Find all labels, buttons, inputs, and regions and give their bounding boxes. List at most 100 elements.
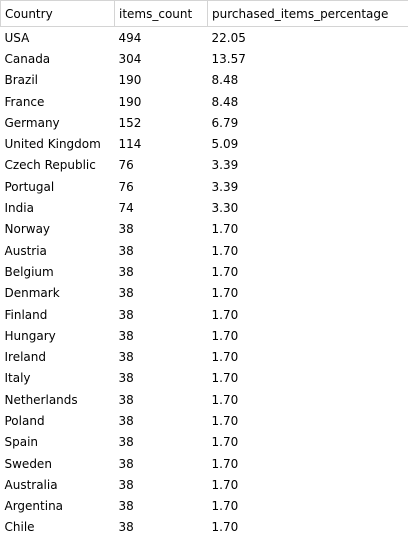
table-row[interactable]: Australia 38 1.70 xyxy=(0,474,408,496)
purchased-items-percentage-cell[interactable]: 13.57 xyxy=(207,48,408,70)
table-row[interactable]: Norway 38 1.70 xyxy=(0,218,408,240)
purchased-items-percentage-cell[interactable]: 5.09 xyxy=(207,133,408,155)
items-count-cell[interactable]: 152 xyxy=(114,112,208,134)
items-count-cell[interactable]: 38 xyxy=(114,282,208,304)
items-count-cell[interactable]: 38 xyxy=(114,452,208,475)
country-cell[interactable]: Portugal xyxy=(0,176,115,198)
items-count-cell[interactable]: 38 xyxy=(114,303,208,326)
items-count-cell[interactable]: 38 xyxy=(114,516,208,534)
table-row[interactable]: Hungary 38 1.70 xyxy=(0,325,408,347)
items-count-cell[interactable]: 38 xyxy=(114,261,208,283)
purchased-items-percentage-cell[interactable]: 22.05 xyxy=(207,26,408,49)
items-count-cell[interactable]: 38 xyxy=(114,367,208,390)
table-row[interactable]: Netherlands 38 1.70 xyxy=(0,389,408,411)
country-cell[interactable]: Poland xyxy=(0,410,115,432)
purchased-items-percentage-cell[interactable]: 1.70 xyxy=(207,325,408,347)
purchased-items-percentage-cell[interactable]: 1.70 xyxy=(207,282,408,304)
purchased-items-percentage-cell[interactable]: 1.70 xyxy=(207,516,408,534)
country-cell[interactable]: USA xyxy=(0,26,115,49)
table-row[interactable]: Belgium 38 1.70 xyxy=(0,261,408,283)
items-count-cell[interactable]: 190 xyxy=(114,90,208,113)
items-count-cell[interactable]: 76 xyxy=(114,176,208,198)
items-count-cell[interactable]: 38 xyxy=(114,239,208,262)
column-header-country[interactable]: Country xyxy=(0,0,115,27)
table-row[interactable]: Germany 152 6.79 xyxy=(0,112,408,134)
purchased-items-percentage-cell[interactable]: 1.70 xyxy=(207,346,408,368)
items-count-cell[interactable]: 74 xyxy=(114,197,208,219)
purchased-items-percentage-cell[interactable]: 8.48 xyxy=(207,69,408,91)
country-cell[interactable]: Italy xyxy=(0,367,115,390)
items-count-cell[interactable]: 38 xyxy=(114,431,208,453)
country-cell[interactable]: Finland xyxy=(0,303,115,326)
country-cell[interactable]: Belgium xyxy=(0,261,115,283)
purchased-items-percentage-cell[interactable]: 1.70 xyxy=(207,303,408,326)
purchased-items-percentage-cell[interactable]: 3.30 xyxy=(207,197,408,219)
purchased-items-percentage-cell[interactable]: 1.70 xyxy=(207,431,408,453)
table-row[interactable]: Argentina 38 1.70 xyxy=(0,495,408,517)
table-row[interactable]: Italy 38 1.70 xyxy=(0,367,408,390)
purchased-items-percentage-cell[interactable]: 6.79 xyxy=(207,112,408,134)
table-row[interactable]: Portugal 76 3.39 xyxy=(0,176,408,198)
country-cell[interactable]: Czech Republic xyxy=(0,154,115,177)
table-row[interactable]: Canada 304 13.57 xyxy=(0,48,408,70)
purchased-items-percentage-cell[interactable]: 8.48 xyxy=(207,90,408,113)
column-header-items-count[interactable]: items_count xyxy=(114,0,208,27)
country-cell[interactable]: Denmark xyxy=(0,282,115,304)
country-cell[interactable]: United Kingdom xyxy=(0,133,115,155)
items-count-cell[interactable]: 38 xyxy=(114,474,208,496)
purchased-items-percentage-cell[interactable]: 1.70 xyxy=(207,389,408,411)
items-count-cell[interactable]: 38 xyxy=(114,218,208,240)
items-count-cell[interactable]: 304 xyxy=(114,48,208,70)
table-row[interactable]: Spain 38 1.70 xyxy=(0,431,408,453)
purchased-items-percentage-cell[interactable]: 1.70 xyxy=(207,410,408,432)
table-row[interactable]: France 190 8.48 xyxy=(0,90,408,113)
column-header-purchased-items-percentage[interactable]: purchased_items_percentage xyxy=(207,0,408,27)
table-row[interactable]: Austria 38 1.70 xyxy=(0,239,408,262)
items-count-cell[interactable]: 38 xyxy=(114,325,208,347)
purchased-items-percentage-cell[interactable]: 1.70 xyxy=(207,495,408,517)
purchased-items-percentage-cell[interactable]: 1.70 xyxy=(207,452,408,475)
country-cell[interactable]: Sweden xyxy=(0,452,115,475)
country-cell[interactable]: Australia xyxy=(0,474,115,496)
table-row[interactable]: Ireland 38 1.70 xyxy=(0,346,408,368)
items-count-cell[interactable]: 114 xyxy=(114,133,208,155)
country-cell[interactable]: India xyxy=(0,197,115,219)
items-count-cell[interactable]: 38 xyxy=(114,346,208,368)
items-count-cell[interactable]: 190 xyxy=(114,69,208,91)
purchased-items-percentage-cell[interactable]: 1.70 xyxy=(207,239,408,262)
table-row[interactable]: Brazil 190 8.48 xyxy=(0,69,408,91)
table-row[interactable]: India 74 3.30 xyxy=(0,197,408,219)
items-count-cell[interactable]: 76 xyxy=(114,154,208,177)
country-cell[interactable]: Germany xyxy=(0,112,115,134)
country-cell[interactable]: Canada xyxy=(0,48,115,70)
country-cell[interactable]: Norway xyxy=(0,218,115,240)
purchased-items-percentage-cell[interactable]: 1.70 xyxy=(207,261,408,283)
items-count-cell[interactable]: 494 xyxy=(114,26,208,49)
purchased-items-percentage-cell[interactable]: 1.70 xyxy=(207,367,408,390)
table-row[interactable]: Denmark 38 1.70 xyxy=(0,282,408,304)
table-row[interactable]: Sweden 38 1.70 xyxy=(0,452,408,475)
country-cell[interactable]: Netherlands xyxy=(0,389,115,411)
purchased-items-percentage-cell[interactable]: 3.39 xyxy=(207,154,408,177)
country-cell[interactable]: Spain xyxy=(0,431,115,453)
table-row[interactable]: USA 494 22.05 xyxy=(0,26,408,49)
purchased-items-percentage-cell[interactable]: 3.39 xyxy=(207,176,408,198)
purchased-items-percentage-cell[interactable]: 1.70 xyxy=(207,218,408,240)
table-row[interactable]: Poland 38 1.70 xyxy=(0,410,408,432)
country-cell[interactable]: Argentina xyxy=(0,495,115,517)
table-row[interactable]: Czech Republic 76 3.39 xyxy=(0,154,408,177)
items-count-cell[interactable]: 38 xyxy=(114,495,208,517)
country-cell[interactable]: Chile xyxy=(0,516,115,534)
items-count-cell[interactable]: 38 xyxy=(114,389,208,411)
country-cell[interactable]: Ireland xyxy=(0,346,115,368)
purchased-items-percentage-cell[interactable]: 1.70 xyxy=(207,474,408,496)
table-row[interactable]: Chile 38 1.70 xyxy=(0,516,408,534)
table-row[interactable]: Finland 38 1.70 xyxy=(0,303,408,326)
country-cell[interactable]: Brazil xyxy=(0,69,115,91)
items-count-cell[interactable]: 38 xyxy=(114,410,208,432)
country-cell[interactable]: Austria xyxy=(0,239,115,262)
table-row[interactable]: United Kingdom 114 5.09 xyxy=(0,133,408,155)
country-cell[interactable]: Hungary xyxy=(0,325,115,347)
country-cell[interactable]: France xyxy=(0,90,115,113)
